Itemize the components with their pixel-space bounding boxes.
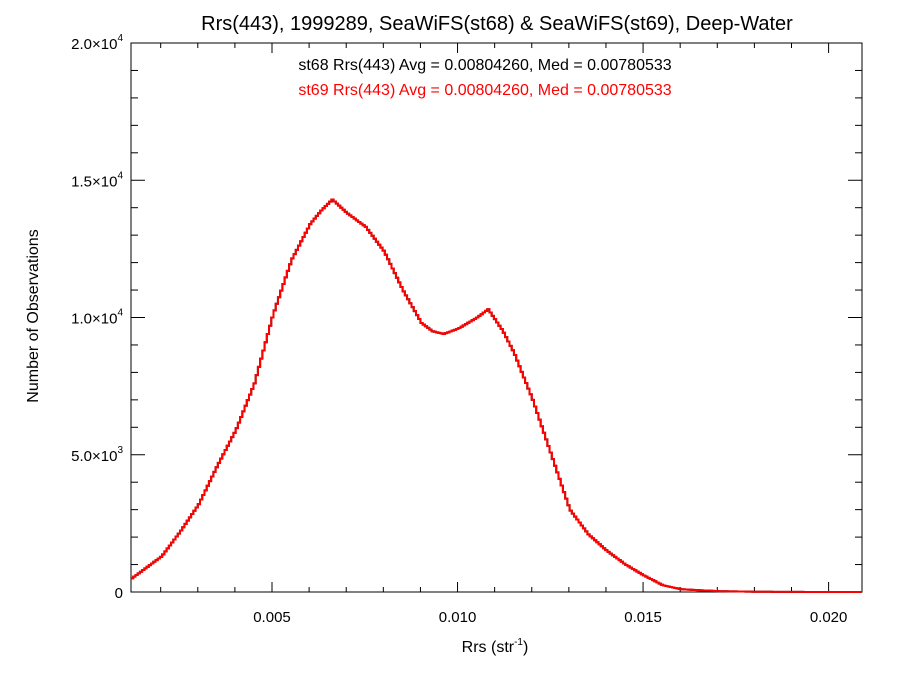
series-st68-line [131, 198, 862, 593]
y-axis: 0 5.0×103 1.0×104 1.5×104 2.0×104 [71, 33, 862, 602]
annotation-1: st68 Rrs(443) Avg = 0.00804260, Med = 0.… [298, 57, 671, 74]
series-st69-line [131, 198, 862, 593]
x-tick-label: 0.010 [439, 609, 477, 626]
x-axis-label-sup: -1 [514, 637, 523, 648]
x-axis-label: Rrs (str-1) [462, 637, 529, 656]
x-tick-label: 0.005 [253, 609, 291, 626]
series-layer [131, 198, 862, 593]
y-tick-label: 1.5×104 [71, 170, 123, 190]
y-tick-label: 1.0×104 [71, 308, 123, 328]
x-axis-label-tail: ) [523, 639, 528, 656]
plot-frame [130, 42, 863, 593]
chart-title: Rrs(443), 1999289, SeaWiFS(st68) & SeaWi… [201, 13, 793, 35]
x-tick-label: 0.015 [624, 609, 662, 626]
x-tick-label: 0.020 [810, 609, 848, 626]
annotation-2: st69 Rrs(443) Avg = 0.00804260, Med = 0.… [298, 82, 671, 99]
y-axis-label: Number of Observations [25, 229, 42, 402]
x-axis: 0.005 0.010 0.015 0.020 [160, 43, 848, 626]
y-tick-label: 0 [115, 585, 123, 602]
y-tick-label: 2.0×104 [71, 33, 123, 53]
y-tick-label: 5.0×103 [71, 445, 123, 465]
x-axis-label-base: Rrs (str [462, 639, 515, 656]
plot-border [130, 42, 863, 593]
annotations: st68 Rrs(443) Avg = 0.00804260, Med = 0.… [298, 57, 671, 99]
